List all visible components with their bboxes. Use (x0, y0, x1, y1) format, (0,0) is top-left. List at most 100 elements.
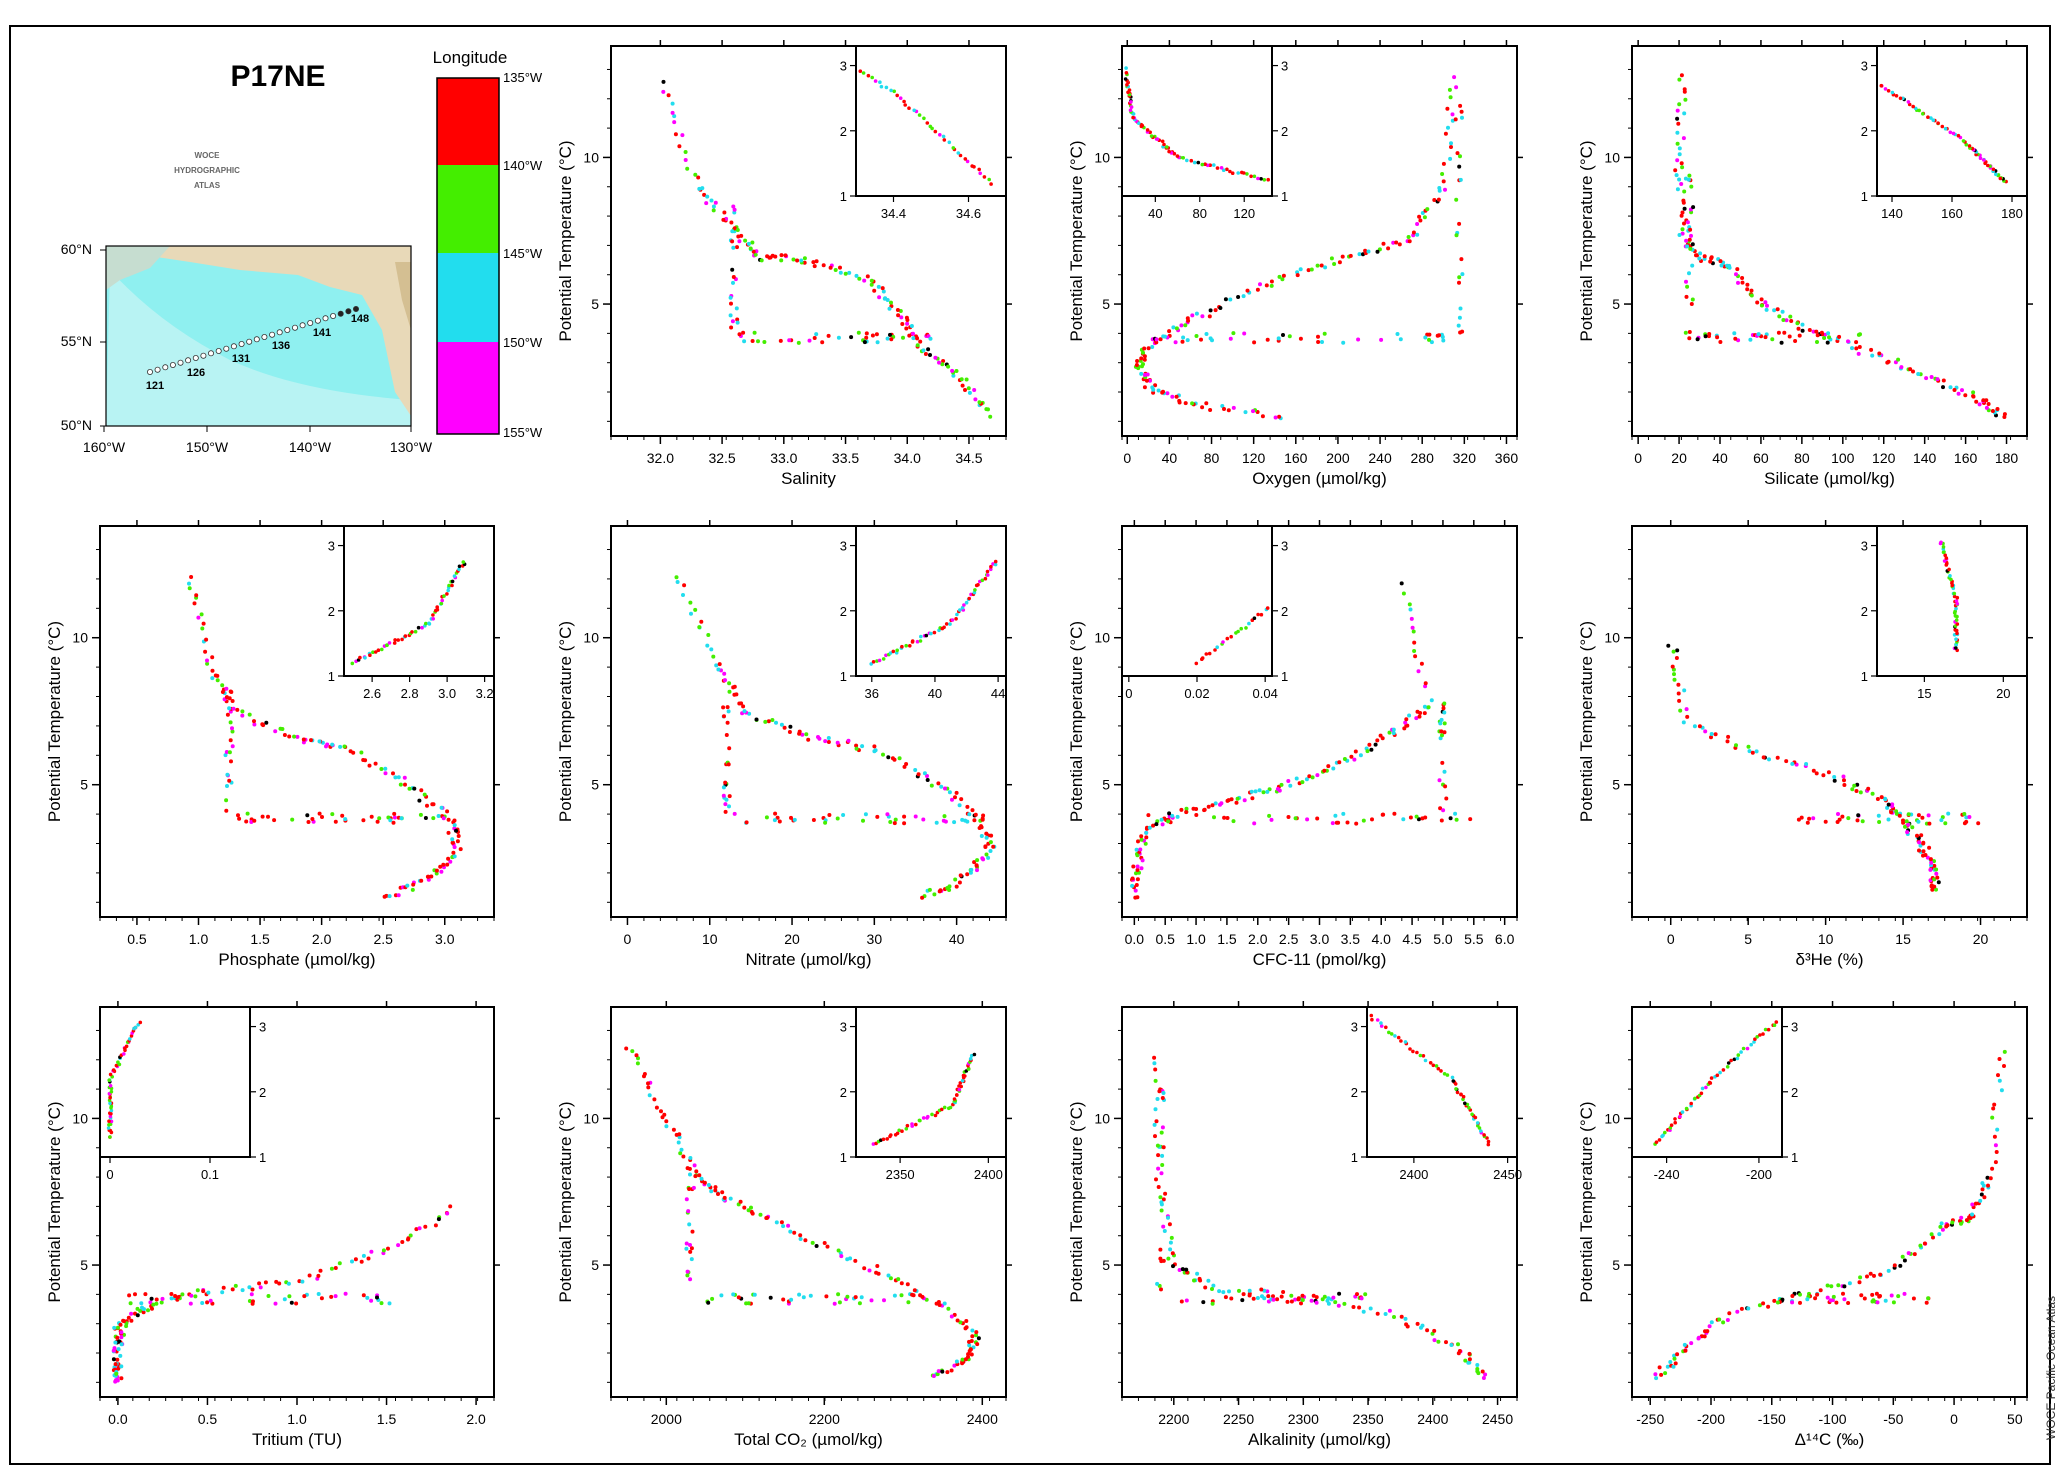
data-point (2002, 1049, 2007, 1054)
inset-data-point (1725, 1065, 1730, 1069)
data-point (1154, 340, 1159, 345)
data-point (762, 340, 767, 344)
data-point (1449, 145, 1453, 149)
data-point (1154, 1119, 1159, 1124)
inset-data-point (1673, 1117, 1677, 1121)
data-point (1869, 347, 1874, 352)
data-point (1144, 378, 1149, 383)
data-point (770, 718, 775, 722)
inset-y-tick-label: 3 (840, 59, 847, 74)
station-label-148: 148 (351, 313, 369, 325)
data-point (1980, 1181, 1985, 1186)
data-point (1964, 1218, 1969, 1223)
data-point (1677, 177, 1682, 182)
inset-data-point (1752, 1040, 1756, 1044)
inset-data-point (1131, 112, 1136, 116)
data-point (1276, 336, 1281, 341)
data-point (1135, 359, 1140, 363)
data-point (1140, 858, 1145, 863)
data-point (779, 258, 784, 263)
data-point (1886, 359, 1891, 364)
inset-x-tick-label: 2400 (974, 1167, 1003, 1182)
data-point (1408, 607, 1413, 612)
data-point (869, 1298, 874, 1303)
data-point (845, 1294, 850, 1299)
data-point (888, 820, 893, 824)
data-point (675, 580, 680, 584)
data-point (1841, 1291, 1845, 1296)
data-point (1184, 806, 1189, 811)
data-point (1896, 357, 1901, 362)
data-point (1383, 1312, 1388, 1316)
inset-data-point (1194, 661, 1199, 666)
inset-data-point (1954, 646, 1958, 650)
data-point (1422, 711, 1427, 716)
data-point (1168, 1240, 1173, 1245)
data-point (1326, 764, 1331, 769)
data-point (905, 1282, 910, 1287)
data-point (1154, 337, 1159, 342)
data-point (1673, 168, 1678, 173)
data-point (1919, 833, 1924, 838)
data-point (798, 1237, 803, 1241)
data-point (1859, 1293, 1864, 1298)
data-point (812, 336, 817, 340)
x-tick-label: 160 (1284, 450, 1308, 466)
data-point (875, 1264, 880, 1268)
data-point (1702, 1334, 1707, 1339)
data-point (1447, 87, 1452, 92)
data-point (806, 737, 811, 742)
data-point (1977, 402, 1982, 407)
y-tick-label: 10 (1604, 149, 1620, 165)
inset-data-point (952, 1097, 957, 1101)
data-point (1899, 365, 1904, 370)
x-axis-label: Tritium (TU) (252, 1430, 342, 1449)
data-point (1418, 218, 1423, 223)
x-tick-label: -150 (1758, 1411, 1786, 1427)
data-point (1159, 1287, 1163, 1292)
data-point (451, 840, 455, 845)
x-tick-label: 2300 (1288, 1411, 1319, 1427)
data-point (913, 814, 918, 819)
x-tick-label: 5.0 (1433, 931, 1453, 947)
data-point (685, 1273, 690, 1278)
data-point (892, 1293, 897, 1298)
inset-data-point (1265, 606, 1270, 610)
data-point (1160, 822, 1165, 827)
x-tick-label: 6.0 (1495, 931, 1515, 947)
inset-data-point (1204, 652, 1209, 656)
inset-data-point (1393, 1034, 1397, 1038)
data-point (1735, 1309, 1740, 1314)
data-point (1166, 819, 1171, 824)
data-point (1934, 871, 1939, 876)
data-point (1175, 814, 1180, 819)
inset-data-point (962, 603, 966, 607)
inset-data-point (109, 1089, 114, 1094)
data-point (1481, 1376, 1486, 1380)
x-tick-label: 120 (1872, 450, 1896, 466)
x-tick-label: 2.0 (1248, 931, 1268, 947)
data-point (1159, 1130, 1164, 1135)
map-station-marker (253, 336, 260, 343)
data-point (795, 258, 800, 263)
data-point (1819, 330, 1824, 335)
inset-data-point (457, 567, 461, 572)
data-point (1432, 1328, 1437, 1333)
inset-data-point (108, 1084, 113, 1088)
data-point (1295, 273, 1300, 278)
main-scatter (624, 1046, 981, 1378)
data-point (849, 335, 854, 340)
inset-frame (1876, 45, 2028, 197)
inset-data-point (1911, 104, 1915, 109)
x-axis-label: CFC-11 (pmol/kg) (1253, 950, 1387, 969)
data-point (1756, 332, 1761, 337)
data-point (1210, 1287, 1214, 1291)
inset-data-point (871, 660, 876, 664)
data-point (329, 1266, 334, 1271)
inset-data-point (1200, 656, 1205, 660)
data-point (974, 1330, 979, 1335)
data-point (832, 1301, 837, 1306)
data-point (1412, 649, 1417, 653)
inset-data-point (1982, 158, 1986, 162)
